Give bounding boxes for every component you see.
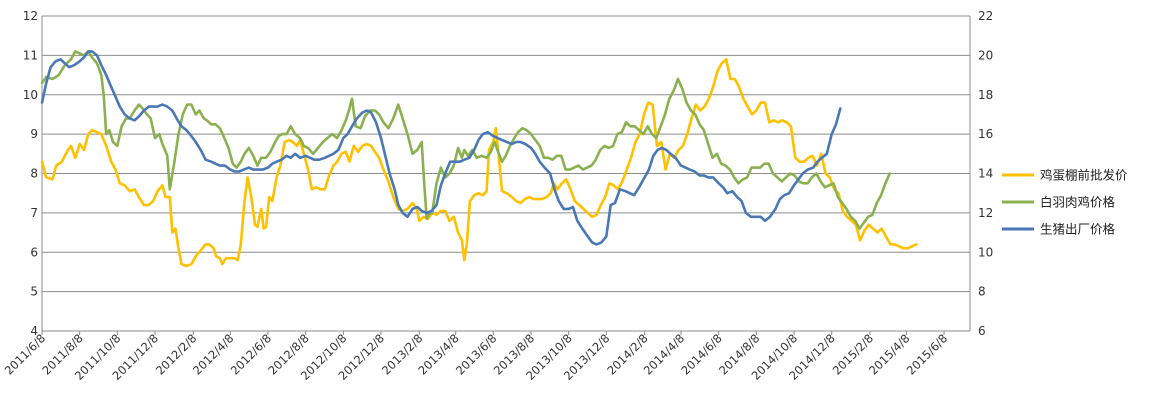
right-axis-tick-label: 10 bbox=[978, 245, 993, 259]
series-line-2 bbox=[40, 50, 892, 230]
legend-label: 白羽肉鸡价格 bbox=[1040, 195, 1116, 210]
left-axis-tick-label: 9 bbox=[30, 127, 38, 141]
right-axis-tick-label: 8 bbox=[978, 285, 986, 299]
series-line-3 bbox=[40, 50, 842, 246]
right-axis-tick-label: 22 bbox=[978, 9, 993, 23]
left-axis-tick-label: 7 bbox=[30, 206, 38, 220]
legend-label: 生猪出厂价格 bbox=[1040, 222, 1116, 237]
left-axis-tick-label: 11 bbox=[23, 48, 38, 62]
right-axis-tick-label: 16 bbox=[978, 127, 993, 141]
left-axis-tick-label: 12 bbox=[23, 9, 38, 23]
grid-lines bbox=[42, 15, 970, 332]
axes: 45678910111268101214161820222011/6/82011… bbox=[2, 9, 994, 383]
left-axis-tick-label: 8 bbox=[30, 167, 38, 181]
right-axis-tick-label: 14 bbox=[978, 167, 993, 181]
legend-label: 鸡蛋棚前批发价 bbox=[1040, 168, 1128, 183]
series-lines bbox=[40, 50, 918, 268]
x-axis-tick-label: 2015/6/8 bbox=[904, 331, 950, 377]
left-axis-tick-label: 10 bbox=[23, 88, 38, 102]
right-axis-tick-label: 18 bbox=[978, 88, 993, 102]
left-axis-tick-label: 6 bbox=[30, 245, 38, 259]
right-axis-tick-label: 6 bbox=[978, 324, 986, 338]
right-axis-tick-label: 20 bbox=[978, 48, 993, 62]
left-axis-tick-label: 4 bbox=[30, 324, 38, 338]
left-axis-tick-label: 5 bbox=[30, 285, 38, 299]
series-line-1 bbox=[40, 57, 918, 268]
right-axis-tick-label: 12 bbox=[978, 206, 993, 220]
